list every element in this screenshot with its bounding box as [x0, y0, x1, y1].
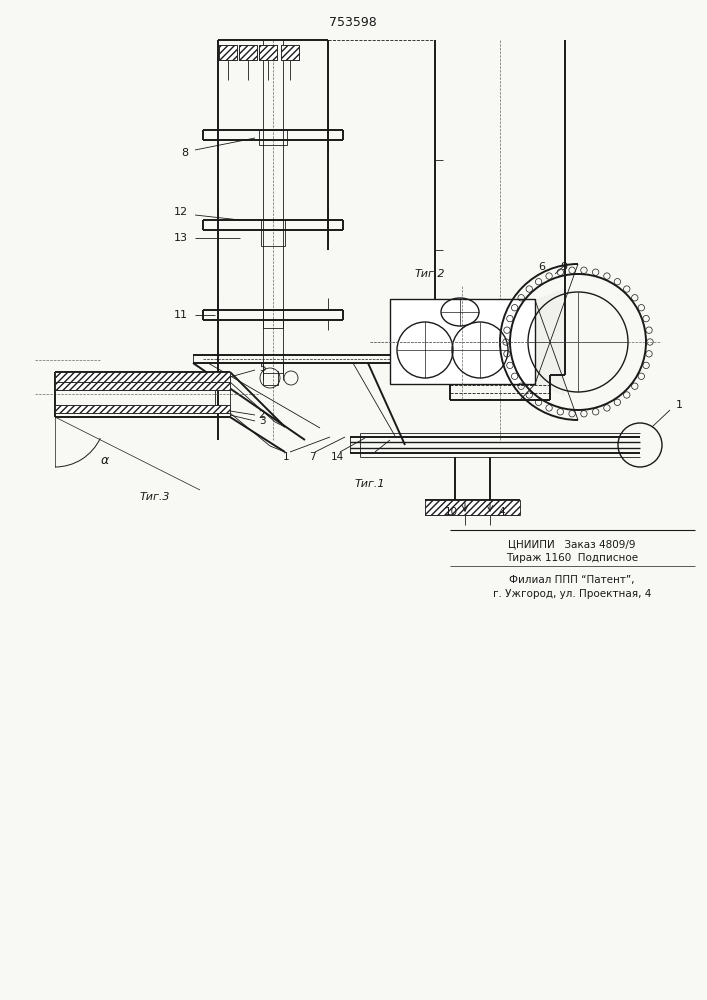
Text: 8: 8	[181, 148, 188, 158]
Bar	[259, 130, 287, 145]
Bar	[261, 220, 285, 246]
Polygon shape	[535, 288, 565, 396]
Bar	[263, 310, 283, 328]
Bar	[425, 500, 520, 515]
Bar	[239, 45, 257, 60]
Bar	[281, 45, 299, 60]
Bar	[55, 405, 230, 413]
Text: α: α	[101, 454, 109, 466]
Bar	[281, 45, 299, 60]
Text: 12: 12	[174, 207, 188, 217]
Text: Τиг.3: Τиг.3	[140, 492, 170, 502]
Text: 4: 4	[498, 507, 505, 517]
Text: г. Ужгород, ул. Проектная, 4: г. Ужгород, ул. Проектная, 4	[493, 589, 651, 599]
Text: 6: 6	[538, 262, 545, 272]
Bar	[219, 45, 237, 60]
Text: ЦНИИПИ   Заказ 4809/9: ЦНИИПИ Заказ 4809/9	[508, 539, 636, 549]
Text: 3: 3	[259, 416, 265, 426]
Text: 11: 11	[174, 310, 188, 320]
Bar	[259, 45, 277, 60]
Bar	[219, 45, 237, 60]
Bar	[390, 299, 535, 384]
Bar	[55, 382, 230, 390]
Bar	[259, 45, 277, 60]
Bar	[239, 45, 257, 60]
Text: 13: 13	[174, 233, 188, 243]
Text: 753598: 753598	[329, 15, 377, 28]
Text: 1: 1	[676, 400, 683, 410]
Text: 2: 2	[259, 410, 265, 420]
Text: 14: 14	[330, 452, 344, 462]
Bar	[55, 372, 230, 382]
Text: 7: 7	[309, 452, 315, 462]
Text: Филиал ППП “Патент”,: Филиал ППП “Патент”,	[509, 575, 635, 585]
Text: Τиг.2: Τиг.2	[415, 269, 445, 279]
Text: Τиг.1: Τиг.1	[355, 479, 385, 489]
Text: 5: 5	[259, 363, 265, 373]
Text: 9: 9	[560, 262, 567, 272]
Text: 10: 10	[445, 507, 458, 517]
Text: 1: 1	[283, 452, 289, 462]
Text: Тираж 1160  Подписное: Тираж 1160 Подписное	[506, 553, 638, 563]
